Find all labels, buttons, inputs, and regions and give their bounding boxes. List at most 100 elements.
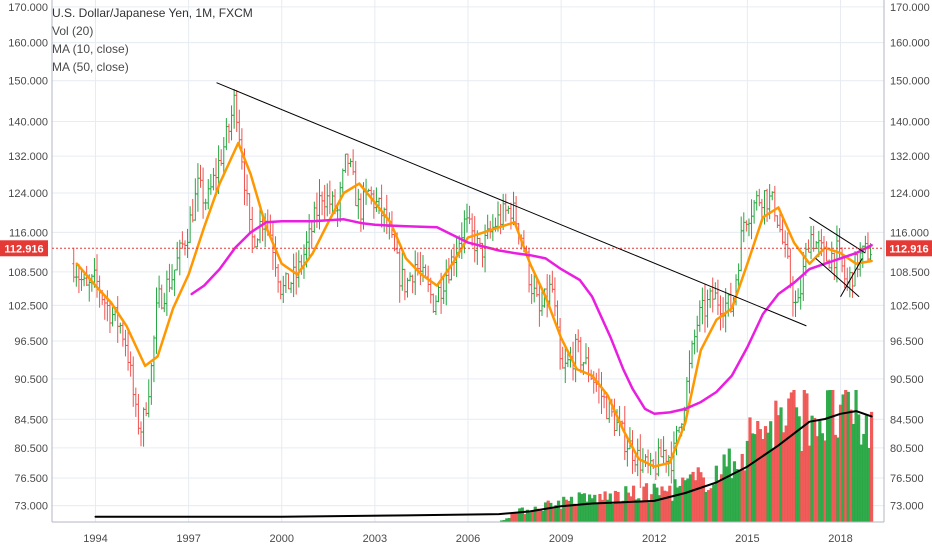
legend: U.S. Dollar/Japanese Yen, 1M, FXCM Vol (… bbox=[52, 4, 253, 76]
y-tick-label-right: 170.000 bbox=[890, 2, 930, 14]
volume-bar bbox=[502, 520, 506, 522]
volume-bar bbox=[544, 502, 548, 522]
x-tick-label: 2006 bbox=[456, 533, 480, 545]
y-tick-label-left: 132.000 bbox=[8, 151, 48, 163]
volume-bar bbox=[523, 514, 527, 522]
volume-bar bbox=[823, 440, 827, 522]
x-tick-label: 2018 bbox=[828, 533, 852, 545]
volume-bar bbox=[750, 433, 755, 522]
volume-bar bbox=[652, 483, 656, 522]
volume-bar bbox=[735, 468, 739, 522]
y-tick-label-right: 140.000 bbox=[890, 116, 930, 128]
volume-bar bbox=[712, 484, 716, 522]
volume-bar bbox=[844, 390, 848, 522]
volume-bar bbox=[732, 461, 737, 522]
volume-bar bbox=[525, 509, 530, 522]
x-tick-label: 2000 bbox=[269, 533, 293, 545]
volume-bar bbox=[505, 518, 509, 522]
volume-bar bbox=[763, 426, 768, 522]
volume-bar bbox=[862, 433, 866, 522]
volume-bar bbox=[681, 477, 685, 522]
volume-bar bbox=[792, 390, 796, 522]
volume-bar bbox=[639, 500, 643, 522]
y-tick-label-right: 160.000 bbox=[890, 38, 930, 50]
volume-bar bbox=[675, 487, 680, 522]
chart-title[interactable]: U.S. Dollar/Japanese Yen, 1M, FXCM bbox=[52, 6, 253, 20]
y-tick-label-left: 108.500 bbox=[8, 267, 48, 279]
volume-bar bbox=[603, 491, 607, 522]
volume-bar bbox=[644, 483, 649, 522]
volume-bar bbox=[805, 393, 809, 522]
legend-ma10[interactable]: MA (10, close) bbox=[52, 42, 129, 56]
x-tick-label: 1994 bbox=[83, 533, 107, 545]
volume-bar bbox=[769, 421, 773, 522]
volume-bar bbox=[815, 436, 819, 522]
volume-bar bbox=[725, 466, 729, 522]
volume-bar bbox=[818, 420, 822, 522]
volume-bar bbox=[851, 423, 856, 522]
volume-bar bbox=[611, 503, 615, 522]
volume-bar bbox=[802, 390, 806, 522]
volume-bar bbox=[551, 508, 555, 522]
volume-bar bbox=[743, 470, 747, 522]
volume-bar bbox=[598, 493, 602, 522]
volume-bar bbox=[717, 482, 721, 522]
volume-bar bbox=[655, 487, 659, 522]
volume-bar bbox=[650, 494, 654, 522]
volume-bar bbox=[657, 495, 662, 522]
y-tick-label-left: 150.000 bbox=[8, 76, 48, 88]
y-tick-label-right: 116.000 bbox=[890, 227, 929, 239]
y-tick-label-left: 96.500 bbox=[14, 336, 48, 348]
volume-bar bbox=[810, 415, 814, 522]
volume-bar bbox=[841, 394, 845, 522]
legend-vol[interactable]: Vol (20) bbox=[52, 24, 94, 38]
volume-bar bbox=[722, 454, 726, 522]
volume-bar bbox=[512, 512, 517, 522]
volume-bar bbox=[867, 447, 871, 522]
volume-bar bbox=[647, 502, 651, 522]
volume-bar bbox=[789, 392, 793, 522]
volume-bar bbox=[826, 390, 830, 522]
y-tick-label-right: 108.500 bbox=[890, 267, 930, 279]
volume-bar bbox=[515, 512, 519, 522]
volume-bar bbox=[797, 416, 801, 522]
volume-bar bbox=[859, 444, 863, 522]
volume-bar bbox=[585, 501, 589, 522]
volume-bar bbox=[595, 503, 599, 522]
legend-ma50[interactable]: MA (50, close) bbox=[52, 60, 129, 74]
volume-bar bbox=[854, 390, 858, 522]
volume-bar bbox=[761, 439, 765, 522]
x-tick-label: 2009 bbox=[549, 533, 573, 545]
volume-bar bbox=[559, 508, 563, 522]
indicator-line bbox=[75, 141, 873, 468]
volume-bar bbox=[688, 474, 693, 522]
volume-bar bbox=[753, 434, 757, 522]
volume-bar bbox=[536, 508, 540, 522]
volume-bar bbox=[587, 494, 592, 522]
volume-bar bbox=[520, 507, 524, 522]
volume-bar bbox=[616, 491, 620, 522]
indicator-line bbox=[94, 410, 873, 518]
volume-bar bbox=[619, 501, 623, 522]
volume-bar bbox=[846, 391, 850, 522]
trendline bbox=[216, 82, 807, 327]
y-tick-label-left: 170.000 bbox=[8, 2, 48, 14]
volume-bar bbox=[699, 472, 703, 522]
volume-bar bbox=[782, 432, 786, 522]
x-tick-label: 2003 bbox=[363, 533, 387, 545]
x-tick-label: 1997 bbox=[176, 533, 200, 545]
last-price-label-left: 112.916 bbox=[4, 243, 43, 255]
y-tick-label-left: 90.500 bbox=[14, 374, 48, 386]
volume-bar bbox=[634, 499, 638, 522]
volume-bar bbox=[807, 445, 812, 522]
volume-bar bbox=[838, 404, 843, 522]
volume-bar bbox=[849, 409, 853, 522]
volume-bar bbox=[510, 513, 514, 522]
volume-bar bbox=[556, 500, 561, 522]
volume-bar bbox=[590, 498, 594, 522]
volume-bar bbox=[538, 510, 543, 522]
volume-bar bbox=[621, 500, 625, 522]
volume-bar bbox=[701, 477, 706, 522]
